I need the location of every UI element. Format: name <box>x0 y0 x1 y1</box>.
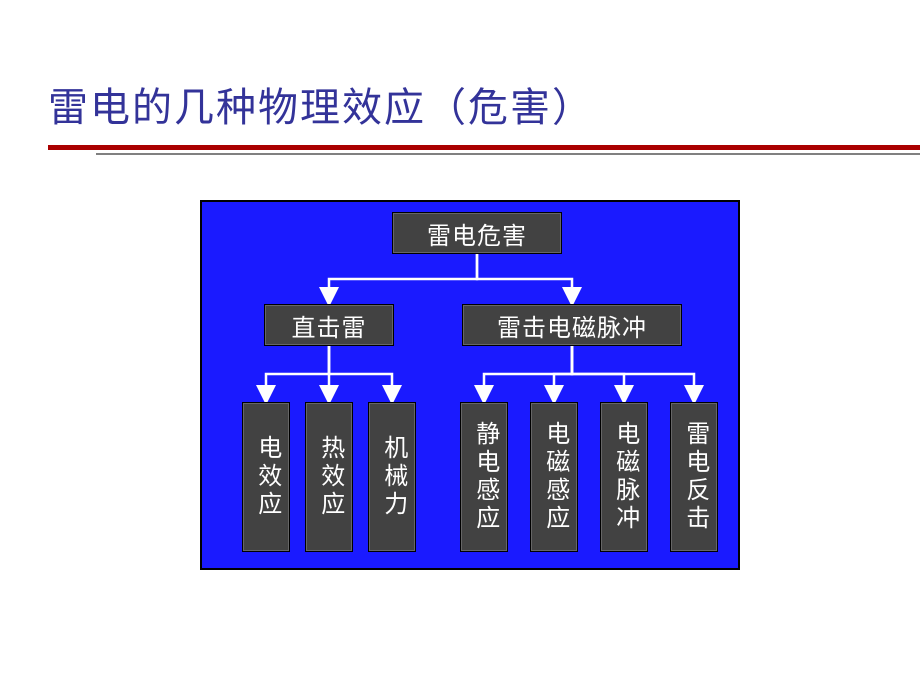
red-underline <box>48 145 920 150</box>
title-area: 雷电的几种物理效应（危害） <box>0 0 920 157</box>
leaf-node-4: 电磁感应 <box>530 402 578 552</box>
gray-underline <box>96 153 920 155</box>
title-underline <box>48 145 920 157</box>
page-title: 雷电的几种物理效应（危害） <box>48 75 920 133</box>
leaf-node-6: 雷电反击 <box>670 402 718 552</box>
level2-node-1: 雷击电磁脉冲 <box>462 304 682 346</box>
leaf-node-1: 热效应 <box>305 402 353 552</box>
leaf-node-2: 机械力 <box>368 402 416 552</box>
leaf-node-0: 电效应 <box>242 402 290 552</box>
level2-node-0: 直击雷 <box>264 304 394 346</box>
leaf-node-5: 电磁脉冲 <box>600 402 648 552</box>
leaf-node-3: 静电感应 <box>460 402 508 552</box>
diagram-container: 雷电危害直击雷 雷击电磁脉冲电效应热效应机械力静电感应电磁感应电磁脉冲雷电反击 <box>200 200 740 570</box>
root-node: 雷电危害 <box>392 212 562 254</box>
